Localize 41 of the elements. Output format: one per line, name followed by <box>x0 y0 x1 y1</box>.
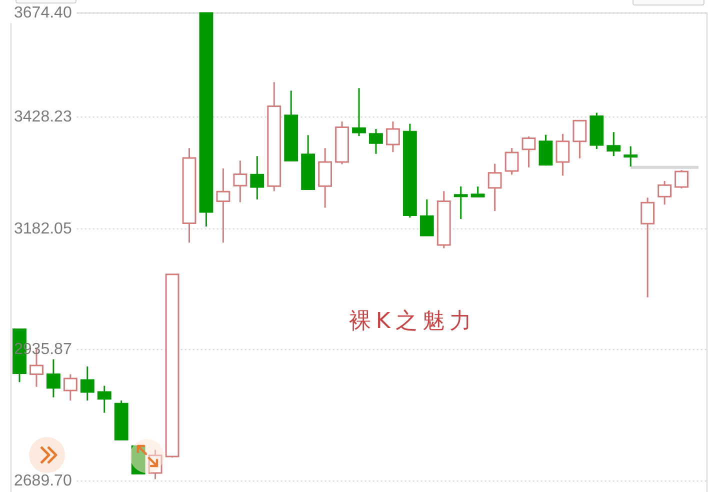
candlestick <box>658 180 672 206</box>
candlestick <box>436 190 451 250</box>
candlestick <box>420 198 434 236</box>
annotation: 裸K之魅力 <box>348 309 476 334</box>
candlestick <box>624 146 638 168</box>
candlestick <box>216 168 230 244</box>
candlestick <box>182 147 196 244</box>
candlestick <box>470 186 485 198</box>
candlestick <box>556 133 570 176</box>
candlestick <box>402 122 417 218</box>
candlestick <box>488 163 502 212</box>
candlestick <box>386 120 400 153</box>
candlestick <box>590 112 604 150</box>
candlestick <box>335 120 349 166</box>
candlestick <box>522 136 536 168</box>
candlestick <box>284 90 298 162</box>
y-tick-label: 3182.05 <box>14 220 72 238</box>
candlestick <box>352 87 366 137</box>
candlestick <box>606 131 621 157</box>
candlestick <box>114 400 128 440</box>
candlestick <box>250 155 264 200</box>
y-tick-label: 3428.23 <box>14 108 72 126</box>
candlestick <box>46 358 60 398</box>
candlestick <box>454 186 468 220</box>
candlestick <box>572 120 587 160</box>
candlestick <box>504 147 519 176</box>
candlestick <box>301 134 316 190</box>
candlestick <box>97 385 112 414</box>
candlestick <box>233 160 248 203</box>
candlestick <box>267 81 282 192</box>
candlestick <box>369 128 383 155</box>
candlestick <box>165 274 180 458</box>
candlestick <box>199 12 214 228</box>
y-tick-label: 2689.70 <box>14 472 72 490</box>
candlestick <box>63 374 78 402</box>
candlestick <box>538 134 553 166</box>
candlestick <box>318 147 332 209</box>
y-tick-label: 3674.40 <box>14 4 72 22</box>
candlestick <box>80 366 94 402</box>
candlestick <box>640 196 655 298</box>
candlestick <box>674 169 688 190</box>
